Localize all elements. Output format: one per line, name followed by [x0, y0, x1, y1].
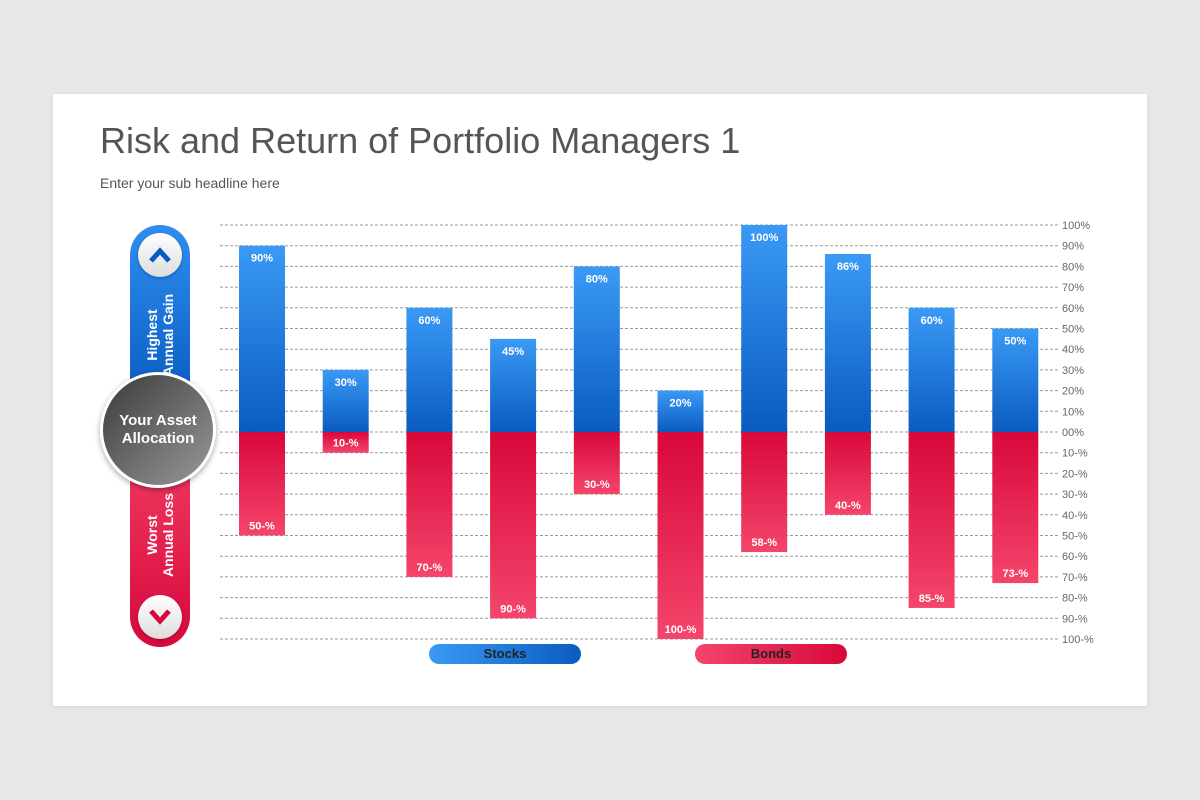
- bar-data-label: 40-%: [835, 500, 861, 512]
- bonds-bar: [657, 432, 704, 639]
- chevron-up-icon: [138, 233, 182, 277]
- bar-data-label: 90-%: [500, 603, 526, 615]
- bar-data-label: 73-%: [1002, 568, 1028, 580]
- stocks-bar: [239, 245, 285, 432]
- bonds-bar: [490, 432, 537, 619]
- y-tick-label: 50%: [1062, 324, 1084, 336]
- y-tick-label: 00%: [1062, 427, 1084, 439]
- bar-data-label: 60%: [921, 315, 943, 327]
- stocks-bar: [657, 390, 704, 432]
- center-label-1: Your Asset: [119, 412, 197, 429]
- bar-data-label: 86%: [837, 261, 859, 273]
- bar-data-label: 50-%: [249, 521, 275, 533]
- y-tick-label: 90%: [1062, 241, 1084, 253]
- bar-data-label: 50%: [1004, 336, 1026, 348]
- bonds-bar: [322, 432, 369, 453]
- bar-data-label: 70-%: [417, 562, 443, 574]
- stocks-bar: [741, 225, 788, 432]
- chevron-down-icon: [138, 595, 182, 639]
- y-tick-label: 40-%: [1062, 510, 1088, 522]
- bar-data-label: 100-%: [665, 624, 697, 636]
- bonds-bar: [741, 432, 788, 553]
- y-tick-label: 30-%: [1062, 489, 1088, 501]
- y-tick-label: 10%: [1062, 406, 1084, 418]
- bar-data-label: 20%: [669, 398, 691, 410]
- bonds-bar: [406, 432, 453, 577]
- bar-data-label: 30%: [335, 377, 357, 389]
- stocks-bar: [908, 307, 955, 432]
- y-tick-label: 20%: [1062, 386, 1084, 398]
- bar-data-label: 60%: [418, 315, 440, 327]
- stocks-bar: [824, 253, 871, 432]
- y-tick-label: 80%: [1062, 261, 1084, 273]
- page-title: Risk and Return of Portfolio Managers 1: [100, 120, 741, 161]
- bar-data-label: 30-%: [584, 479, 610, 491]
- bonds-bar: [824, 432, 871, 515]
- y-tick-label: 70%: [1062, 282, 1084, 294]
- worst-loss-pill: Worst Annual Loss: [130, 460, 190, 647]
- stocks-bar: [992, 328, 1039, 432]
- bar-data-label: 58-%: [751, 537, 777, 549]
- asset-allocation-circle: Your Asset Allocation: [100, 372, 216, 488]
- bar-data-label: 85-%: [919, 593, 945, 605]
- bar-data-label: 10-%: [333, 438, 359, 450]
- y-tick-label: 60%: [1062, 303, 1084, 315]
- center-label-2: Allocation: [121, 430, 195, 447]
- bar-data-label: 90%: [251, 253, 273, 265]
- bonds-bar: [239, 432, 285, 536]
- legend-stocks: Stocks: [429, 644, 581, 664]
- y-tick-label: 100%: [1062, 220, 1090, 232]
- bonds-bar: [908, 432, 955, 608]
- bonds-bar: [573, 432, 620, 495]
- stocks-bar: [573, 266, 620, 432]
- y-tick-label: 30%: [1062, 365, 1084, 377]
- y-tick-label: 70-%: [1062, 572, 1088, 584]
- bar-data-label: 45%: [502, 346, 524, 358]
- y-tick-label: 40%: [1062, 344, 1084, 356]
- y-tick-label: 90-%: [1062, 613, 1088, 625]
- bar-data-label: 80%: [586, 273, 608, 285]
- bonds-bar: [992, 432, 1039, 584]
- legend-bonds: Bonds: [695, 644, 847, 664]
- y-tick-label: 60-%: [1062, 551, 1088, 563]
- page-subtitle: Enter your sub headline here: [100, 175, 280, 191]
- stocks-bar: [406, 307, 453, 432]
- y-tick-label: 20-%: [1062, 468, 1088, 480]
- stocks-bar: [322, 369, 369, 432]
- y-tick-label: 10-%: [1062, 448, 1088, 460]
- y-tick-label: 100-%: [1062, 634, 1094, 646]
- y-tick-label: 50-%: [1062, 531, 1088, 543]
- bar-data-label: 100%: [750, 232, 778, 244]
- y-tick-label: 80-%: [1062, 593, 1088, 605]
- stocks-bar: [490, 338, 537, 432]
